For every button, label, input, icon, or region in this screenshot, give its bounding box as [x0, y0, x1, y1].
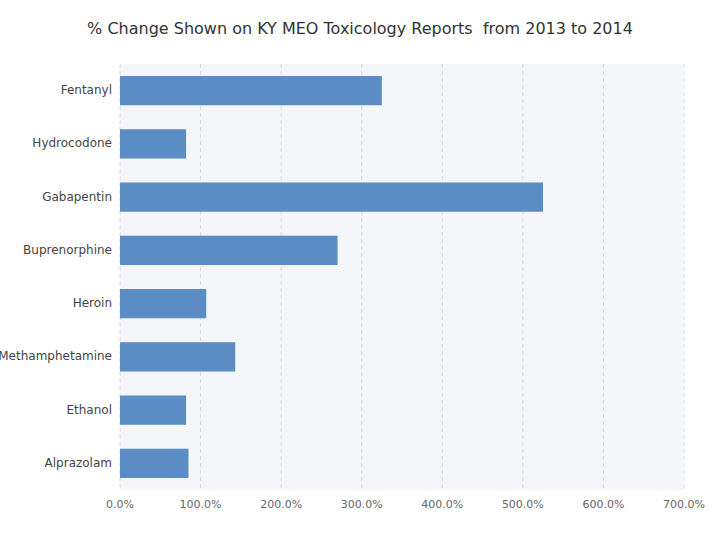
- category-label: Hydrocodone: [32, 136, 112, 150]
- bar: [120, 395, 186, 424]
- bar: [120, 236, 338, 265]
- category-label: Gabapentin: [42, 190, 112, 204]
- title: % Change Shown on KY MEO Toxicology Repo…: [87, 19, 633, 38]
- grid-line: [120, 64, 121, 490]
- grid-line: [603, 64, 604, 490]
- bars: [120, 76, 543, 478]
- tick-label: 0.0%: [106, 498, 134, 511]
- tick-label: 200.0%: [260, 498, 302, 511]
- grid-line: [361, 64, 362, 490]
- tick-label: 400.0%: [421, 498, 463, 511]
- tick-label: 300.0%: [341, 498, 383, 511]
- tick-label: 600.0%: [582, 498, 624, 511]
- grid-line: [442, 64, 443, 490]
- category-label: Fentanyl: [61, 83, 112, 97]
- chart: 0.0% 100.0% 200.0% 300.0% 400.0% 500.0% 600.0%…: [0, 0, 720, 540]
- tick-label: 500.0%: [502, 498, 544, 511]
- grid-line: [281, 64, 282, 490]
- category-label: Heroin: [73, 296, 112, 310]
- bar: [120, 76, 382, 105]
- bar: [120, 449, 188, 478]
- bar: [120, 129, 186, 158]
- bar: [120, 342, 235, 371]
- tick-label: 100.0%: [180, 498, 222, 511]
- grid-line: [200, 64, 201, 490]
- category-label: Methamphetamine: [0, 349, 112, 363]
- grid-line: [522, 64, 523, 490]
- category-label: Alprazolam: [45, 456, 112, 470]
- grid-line: [684, 64, 685, 490]
- bar: [120, 182, 543, 211]
- category-label: Ethanol: [66, 403, 112, 417]
- category-label: Buprenorphine: [23, 243, 112, 257]
- plot-area: [120, 64, 684, 490]
- grid: [120, 64, 684, 490]
- bar: [120, 289, 206, 318]
- tick-label: 700.0%: [663, 498, 705, 511]
